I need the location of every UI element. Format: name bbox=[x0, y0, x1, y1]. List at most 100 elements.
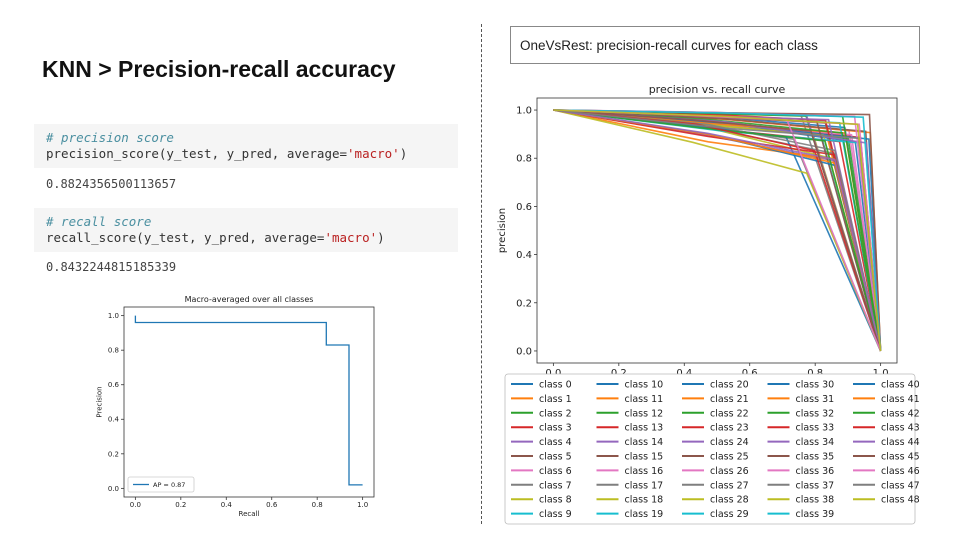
right-caption: OneVsRest: precision-recall curves for e… bbox=[520, 38, 818, 53]
legend-label: class 19 bbox=[625, 509, 664, 520]
legend-label: class 5 bbox=[539, 452, 572, 463]
x-tick-label: 0.4 bbox=[221, 501, 233, 509]
macro-pr-chart: 0.0 0.2 0.4 0.6 0.8 1.0 0.0 0.2 0.4 0.6 0.8 1.0 Macr… bbox=[96, 295, 375, 518]
legend-label: class 41 bbox=[881, 394, 920, 405]
legend-label: class 42 bbox=[881, 408, 920, 419]
y-tick-label: 0.0 bbox=[108, 485, 119, 493]
legend-label: class 44 bbox=[881, 437, 920, 448]
legend-label: class 36 bbox=[796, 466, 835, 477]
legend-label: class 12 bbox=[625, 408, 664, 419]
series-line-class-39 bbox=[553, 109, 882, 352]
x-tick-label: 0.8 bbox=[807, 368, 823, 379]
right-caption-box: OneVsRest: precision-recall curves for e… bbox=[510, 26, 920, 64]
code-line: recall_score(y_test, y_pred, average='ma… bbox=[46, 230, 385, 245]
recall-output: 0.8432244815185339 bbox=[46, 260, 177, 274]
legend-label: class 27 bbox=[710, 480, 749, 491]
legend-label: class 8 bbox=[539, 495, 572, 506]
legend-label: class 4 bbox=[539, 437, 572, 448]
y-tick-label: 0.2 bbox=[108, 450, 119, 458]
legend-label: class 39 bbox=[796, 509, 835, 520]
series-line-class-44 bbox=[553, 109, 882, 352]
legend-box bbox=[504, 373, 916, 525]
legend-label: class 40 bbox=[881, 380, 920, 391]
legend-label: class 31 bbox=[796, 394, 835, 405]
precision-code-cell: # precision score precision_score(y_test… bbox=[34, 124, 458, 168]
y-tick-label: 0.6 bbox=[516, 202, 532, 213]
y-tick-label: 0.0 bbox=[516, 346, 532, 357]
code-comment: # precision score bbox=[46, 130, 174, 145]
y-tick-label: 1.0 bbox=[108, 312, 119, 320]
legend-label: class 37 bbox=[796, 480, 835, 491]
y-tick-label: 0.6 bbox=[108, 381, 120, 389]
legend-label: class 15 bbox=[625, 452, 664, 463]
legend-label: class 30 bbox=[796, 380, 835, 391]
legend-label: class 47 bbox=[881, 480, 920, 491]
chart-title: Macro-averaged over all classes bbox=[185, 295, 314, 304]
legend-label: class 20 bbox=[710, 380, 749, 391]
series-line-class-42 bbox=[553, 109, 882, 352]
legend-label: class 9 bbox=[539, 509, 572, 520]
legend-label: class 24 bbox=[710, 437, 749, 448]
legend-label: class 46 bbox=[881, 466, 920, 477]
y-axis-label: precision bbox=[497, 208, 508, 253]
plot-frame bbox=[536, 97, 898, 364]
legend-label: class 43 bbox=[881, 423, 920, 434]
legend: class 0 class 1 class 2 class 3 class 4 class… bbox=[504, 373, 920, 525]
legend-label: AP = 0.87 bbox=[153, 481, 185, 489]
x-tick-label: 0.0 bbox=[545, 368, 561, 379]
code-comment: # recall score bbox=[46, 214, 152, 229]
legend-label: class 1 bbox=[539, 394, 572, 405]
recall-code-cell: # recall score recall_score(y_test, y_pr… bbox=[34, 208, 458, 252]
plot-frame bbox=[123, 306, 375, 498]
legend: AP = 0.87 bbox=[127, 476, 195, 493]
legend-label: class 2 bbox=[539, 408, 572, 419]
x-tick-label: 0.6 bbox=[742, 368, 758, 379]
legend-label: class 28 bbox=[710, 495, 749, 506]
legend-label: class 10 bbox=[625, 380, 664, 391]
legend-label: class 45 bbox=[881, 452, 920, 463]
x-tick-label: 0.0 bbox=[130, 501, 141, 509]
legend-label: class 32 bbox=[796, 408, 835, 419]
ovr-pr-chart: 0.0 0.2 0.4 0.6 0.8 1.0 0.0 0.2 0.4 0.6 0.8 1.0 prec… bbox=[497, 83, 920, 525]
x-tick-label: 0.2 bbox=[175, 501, 186, 509]
x-axis-label: Recall bbox=[239, 510, 260, 518]
series-line-class-48 bbox=[553, 109, 882, 352]
x-tick-label: 0.6 bbox=[266, 501, 278, 509]
series-line-class-45 bbox=[553, 109, 882, 352]
legend-label: class 13 bbox=[625, 423, 664, 434]
chart-title: precision vs. recall curve bbox=[649, 83, 786, 96]
x-tick-label: 1.0 bbox=[873, 368, 889, 379]
vertical-divider bbox=[481, 24, 482, 524]
legend-label: class 11 bbox=[625, 394, 664, 405]
legend-label: class 21 bbox=[710, 394, 749, 405]
legend-label: class 25 bbox=[710, 452, 749, 463]
slide-title: KNN > Precision-recall accuracy bbox=[42, 56, 396, 82]
legend-label: class 17 bbox=[625, 480, 664, 491]
y-tick-label: 0.8 bbox=[516, 154, 532, 165]
series-line-macro bbox=[134, 315, 363, 486]
legend-label: class 0 bbox=[539, 380, 572, 391]
legend-label: class 22 bbox=[710, 408, 749, 419]
x-tick-label: 0.4 bbox=[676, 368, 692, 379]
legend-label: class 7 bbox=[539, 480, 572, 491]
legend-label: class 23 bbox=[710, 423, 749, 434]
legend-label: class 14 bbox=[625, 437, 664, 448]
series-line-class-38 bbox=[553, 109, 882, 352]
legend-box bbox=[127, 476, 195, 493]
y-tick-label: 0.4 bbox=[108, 416, 120, 424]
y-axis-label: Precision bbox=[96, 386, 104, 417]
x-tick-label: 0.8 bbox=[312, 501, 323, 509]
legend-label: class 18 bbox=[625, 495, 664, 506]
legend-label: class 38 bbox=[796, 495, 835, 506]
y-tick-label: 1.0 bbox=[516, 106, 532, 117]
y-tick-label: 0.8 bbox=[108, 347, 119, 355]
x-tick-label: 1.0 bbox=[357, 501, 368, 509]
y-tick-label: 0.2 bbox=[516, 298, 532, 309]
code-line: precision_score(y_test, y_pred, average=… bbox=[46, 146, 408, 161]
legend-label: class 16 bbox=[625, 466, 664, 477]
y-tick-label: 0.4 bbox=[516, 250, 532, 261]
legend-label: class 3 bbox=[539, 423, 572, 434]
legend-label: class 48 bbox=[881, 495, 920, 506]
legend-label: class 33 bbox=[796, 423, 835, 434]
legend-label: class 26 bbox=[710, 466, 749, 477]
